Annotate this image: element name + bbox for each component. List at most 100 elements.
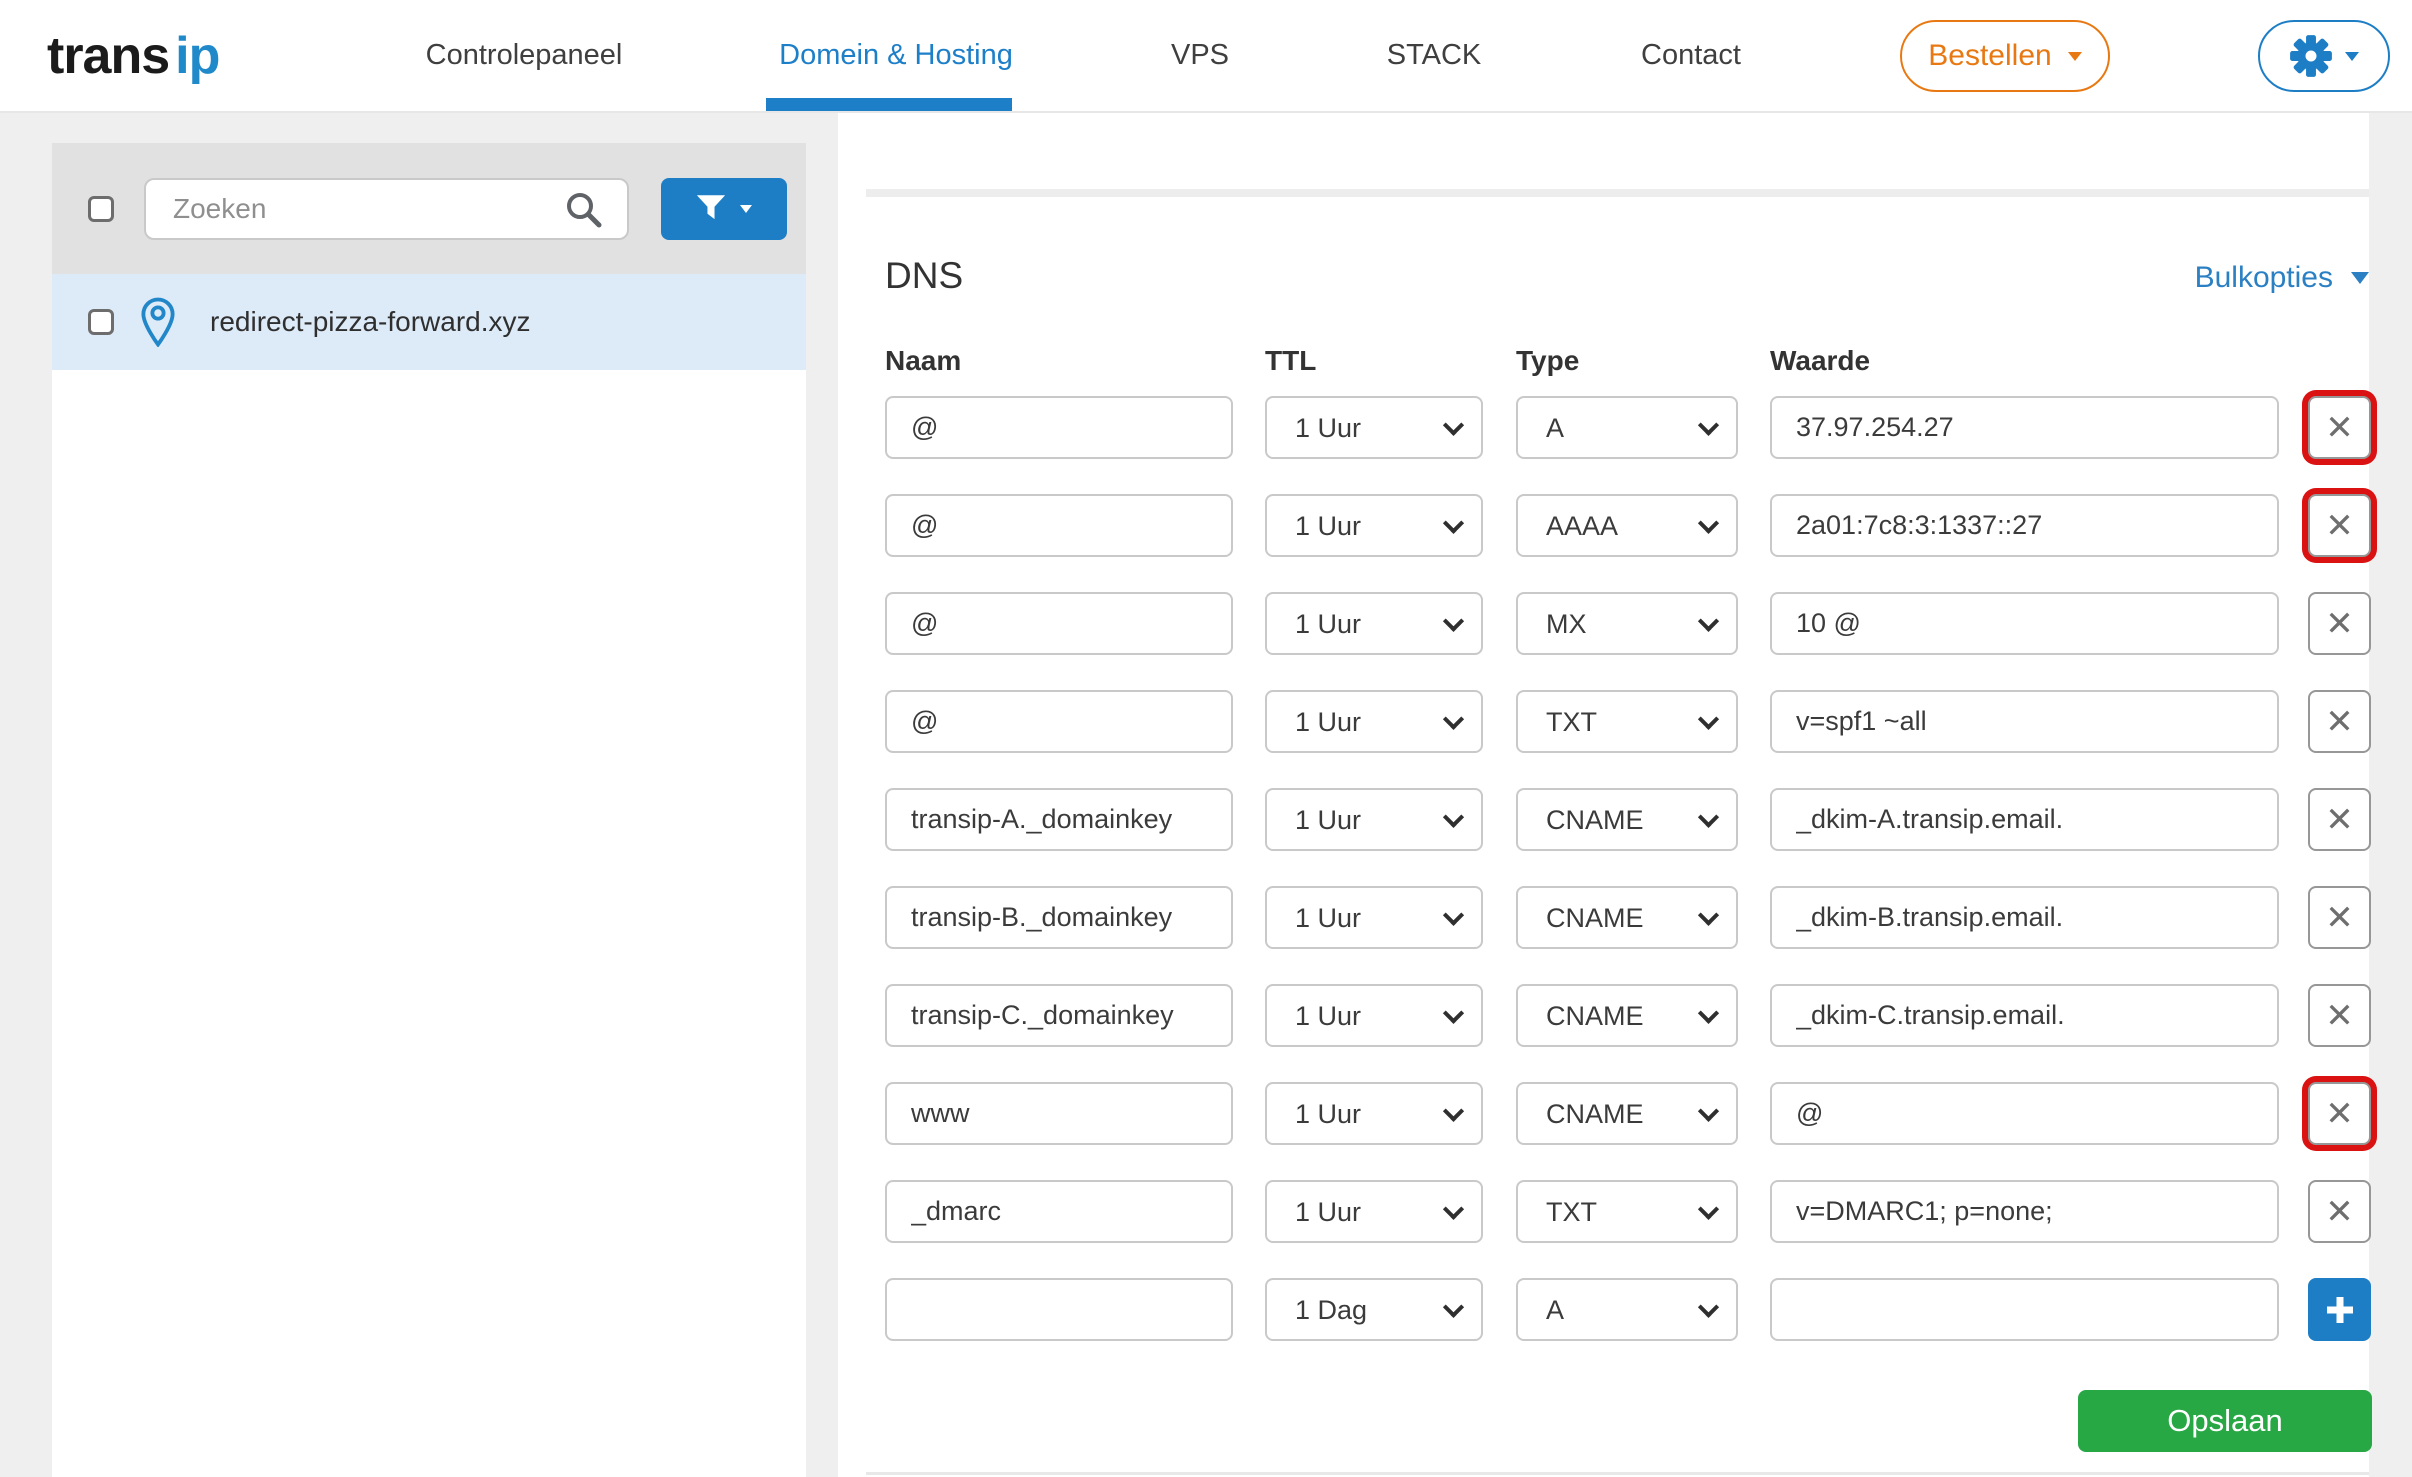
record-ttl-select-wrap: 1 Uur	[1265, 984, 1483, 1047]
new-record-ttl-select-wrap: 1 Dag	[1265, 1278, 1483, 1341]
record-value-input[interactable]	[1770, 494, 2279, 557]
record-ttl-select[interactable]: 1 Uur	[1265, 984, 1483, 1047]
record-type-select[interactable]: AAAA	[1516, 494, 1738, 557]
nav-vps[interactable]: VPS	[1170, 39, 1230, 71]
record-value-input[interactable]	[1770, 788, 2279, 851]
domain-list-item[interactable]: redirect-pizza-forward.xyz	[52, 274, 806, 370]
record-value-input[interactable]	[1770, 396, 2279, 459]
select-all-checkbox[interactable]	[88, 195, 114, 222]
dns-record-row: 1 Uur A ✕	[885, 396, 2371, 459]
record-type-select[interactable]: MX	[1516, 592, 1738, 655]
delete-record-button[interactable]: ✕	[2308, 1082, 2371, 1145]
record-ttl-select-wrap: 1 Uur	[1265, 494, 1483, 557]
domain-sidebar: redirect-pizza-forward.xyz	[0, 113, 838, 1477]
bulk-options-button[interactable]: Bulkopties	[2195, 261, 2369, 295]
add-record-button[interactable]	[2308, 1278, 2371, 1341]
right-scroll-rail[interactable]	[2369, 113, 2412, 1477]
gear-icon	[2290, 35, 2332, 77]
record-type-select-wrap: TXT	[1516, 1180, 1738, 1243]
bestellen-button[interactable]: Bestellen	[1900, 20, 2110, 92]
record-type-select[interactable]: A	[1516, 396, 1738, 459]
record-ttl-select-wrap: 1 Uur	[1265, 1180, 1483, 1243]
record-name-input[interactable]	[885, 984, 1233, 1047]
dns-section-title: DNS	[885, 255, 964, 296]
delete-record-button[interactable]: ✕	[2308, 396, 2371, 459]
transip-logo[interactable]: trans ip	[47, 0, 220, 111]
domain-search-panel	[52, 143, 806, 274]
record-ttl-select[interactable]: 1 Uur	[1265, 690, 1483, 753]
delete-record-button[interactable]: ✕	[2308, 592, 2371, 655]
new-record-name-input[interactable]	[885, 1278, 1233, 1341]
nav-controlepaneel[interactable]: Controlepaneel	[425, 39, 623, 71]
dns-record-row: 1 Uur MX ✕	[885, 592, 2371, 655]
account-settings-button[interactable]	[2258, 20, 2390, 92]
new-record-ttl-select[interactable]: 1 Dag	[1265, 1278, 1483, 1341]
logo-part-trans: trans	[47, 26, 170, 85]
record-type-select[interactable]: CNAME	[1516, 788, 1738, 851]
record-type-select[interactable]: CNAME	[1516, 886, 1738, 949]
dns-records: 1 Uur A ✕ 1 Uur AAAA	[885, 396, 2371, 1341]
delete-record-button[interactable]: ✕	[2308, 984, 2371, 1047]
new-record-type-select[interactable]: A	[1516, 1278, 1738, 1341]
record-value-input[interactable]	[1770, 984, 2279, 1047]
record-type-select[interactable]: TXT	[1516, 1180, 1738, 1243]
record-ttl-select[interactable]: 1 Uur	[1265, 592, 1483, 655]
record-value-input[interactable]	[1770, 1082, 2279, 1145]
record-value-input[interactable]	[1770, 690, 2279, 753]
record-name-input[interactable]	[885, 690, 1233, 753]
column-header-ttl: TTL	[1265, 345, 1317, 376]
record-name-input[interactable]	[885, 592, 1233, 655]
delete-record-button[interactable]: ✕	[2308, 788, 2371, 851]
record-name-input[interactable]	[885, 788, 1233, 851]
dns-new-record-row: 1 Dag A	[885, 1278, 2371, 1341]
record-type-select[interactable]: CNAME	[1516, 1082, 1738, 1145]
search-field-wrap	[144, 177, 629, 240]
close-icon: ✕	[2325, 702, 2354, 741]
close-icon: ✕	[2325, 604, 2354, 643]
delete-record-button[interactable]: ✕	[2308, 1180, 2371, 1243]
record-ttl-select[interactable]: 1 Uur	[1265, 1180, 1483, 1243]
opslaan-button[interactable]: Opslaan	[2078, 1390, 2372, 1452]
active-tab-underline	[766, 98, 1012, 111]
nav-stack[interactable]: STACK	[1386, 39, 1482, 71]
delete-record-button[interactable]: ✕	[2308, 494, 2371, 557]
record-value-input[interactable]	[1770, 592, 2279, 655]
record-ttl-select[interactable]: 1 Uur	[1265, 1082, 1483, 1145]
delete-record-button[interactable]: ✕	[2308, 690, 2371, 753]
record-ttl-select-wrap: 1 Uur	[1265, 690, 1483, 753]
record-ttl-select-wrap: 1 Uur	[1265, 1082, 1483, 1145]
record-name-input[interactable]	[885, 494, 1233, 557]
domain-checkbox[interactable]	[88, 309, 114, 335]
record-value-input[interactable]	[1770, 1180, 2279, 1243]
bestellen-label: Bestellen	[1928, 39, 2052, 72]
record-name-input[interactable]	[885, 1180, 1233, 1243]
search-input[interactable]	[144, 177, 629, 240]
record-ttl-select[interactable]: 1 Uur	[1265, 396, 1483, 459]
close-icon: ✕	[2325, 996, 2354, 1035]
new-record-value-input[interactable]	[1770, 1278, 2279, 1341]
top-navigation-bar: trans ip Controlepaneel Domein & Hosting…	[0, 0, 2412, 113]
record-ttl-select[interactable]: 1 Uur	[1265, 886, 1483, 949]
filter-icon	[696, 195, 726, 220]
dns-record-row: 1 Uur CNAME ✕	[885, 984, 2371, 1047]
record-name-input[interactable]	[885, 1082, 1233, 1145]
record-ttl-select-wrap: 1 Uur	[1265, 592, 1483, 655]
record-type-select-wrap: CNAME	[1516, 984, 1738, 1047]
record-value-input[interactable]	[1770, 886, 2279, 949]
record-type-select-wrap: CNAME	[1516, 788, 1738, 851]
record-name-input[interactable]	[885, 886, 1233, 949]
nav-domein-hosting[interactable]: Domein & Hosting	[779, 39, 1013, 71]
record-ttl-select[interactable]: 1 Uur	[1265, 494, 1483, 557]
record-ttl-select[interactable]: 1 Uur	[1265, 788, 1483, 851]
record-name-input[interactable]	[885, 396, 1233, 459]
new-record-type-select-wrap: A	[1516, 1278, 1738, 1341]
record-type-select-wrap: A	[1516, 396, 1738, 459]
record-type-select-wrap: MX	[1516, 592, 1738, 655]
nav-contact[interactable]: Contact	[1641, 39, 1741, 71]
record-type-select[interactable]: TXT	[1516, 690, 1738, 753]
delete-record-button[interactable]: ✕	[2308, 886, 2371, 949]
section-divider	[866, 1472, 2369, 1475]
bulk-options-label: Bulkopties	[2194, 261, 2333, 294]
filter-button[interactable]	[661, 177, 787, 240]
record-type-select[interactable]: CNAME	[1516, 984, 1738, 1047]
